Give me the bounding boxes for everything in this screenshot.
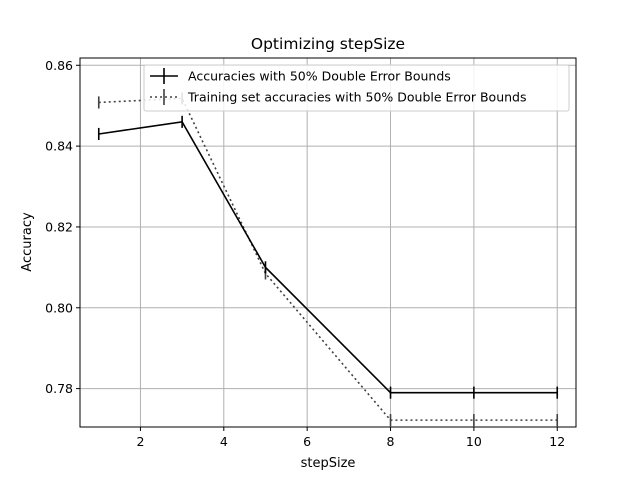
x-tick-label: 8 <box>387 434 395 449</box>
y-tick-label: 0.80 <box>45 300 73 315</box>
x-tick-label: 4 <box>220 434 228 449</box>
x-tick-label: 12 <box>549 434 565 449</box>
y-tick-label: 0.86 <box>45 58 73 73</box>
x-axis-label: stepSize <box>301 456 356 471</box>
y-tick-label: 0.78 <box>45 381 73 396</box>
legend-label-series-1: Accuracies with 50% Double Error Bounds <box>188 69 451 84</box>
legend: Accuracies with 50% Double Error Bounds T… <box>143 64 570 112</box>
x-tick-label: 6 <box>303 434 311 449</box>
grid <box>80 58 576 427</box>
series-line-2 <box>98 97 558 421</box>
axis-ticks: 2 4 6 8 10 12 0.78 0.80 0.82 0.84 0.86 <box>45 58 565 449</box>
plot-series <box>97 92 559 427</box>
legend-label-series-2: Training set accuracies with 50% Double … <box>187 90 527 105</box>
y-tick-label: 0.84 <box>45 139 73 154</box>
plot-frame <box>79 57 577 428</box>
x-tick-label: 2 <box>136 434 144 449</box>
y-tick-label: 0.82 <box>45 219 73 234</box>
x-tick-label: 10 <box>466 434 482 449</box>
chart-title: Optimizing stepSize <box>251 35 405 53</box>
legend-box <box>143 64 570 112</box>
y-axis-label: Accuracy <box>20 212 35 272</box>
series-line-1 <box>98 120 558 394</box>
